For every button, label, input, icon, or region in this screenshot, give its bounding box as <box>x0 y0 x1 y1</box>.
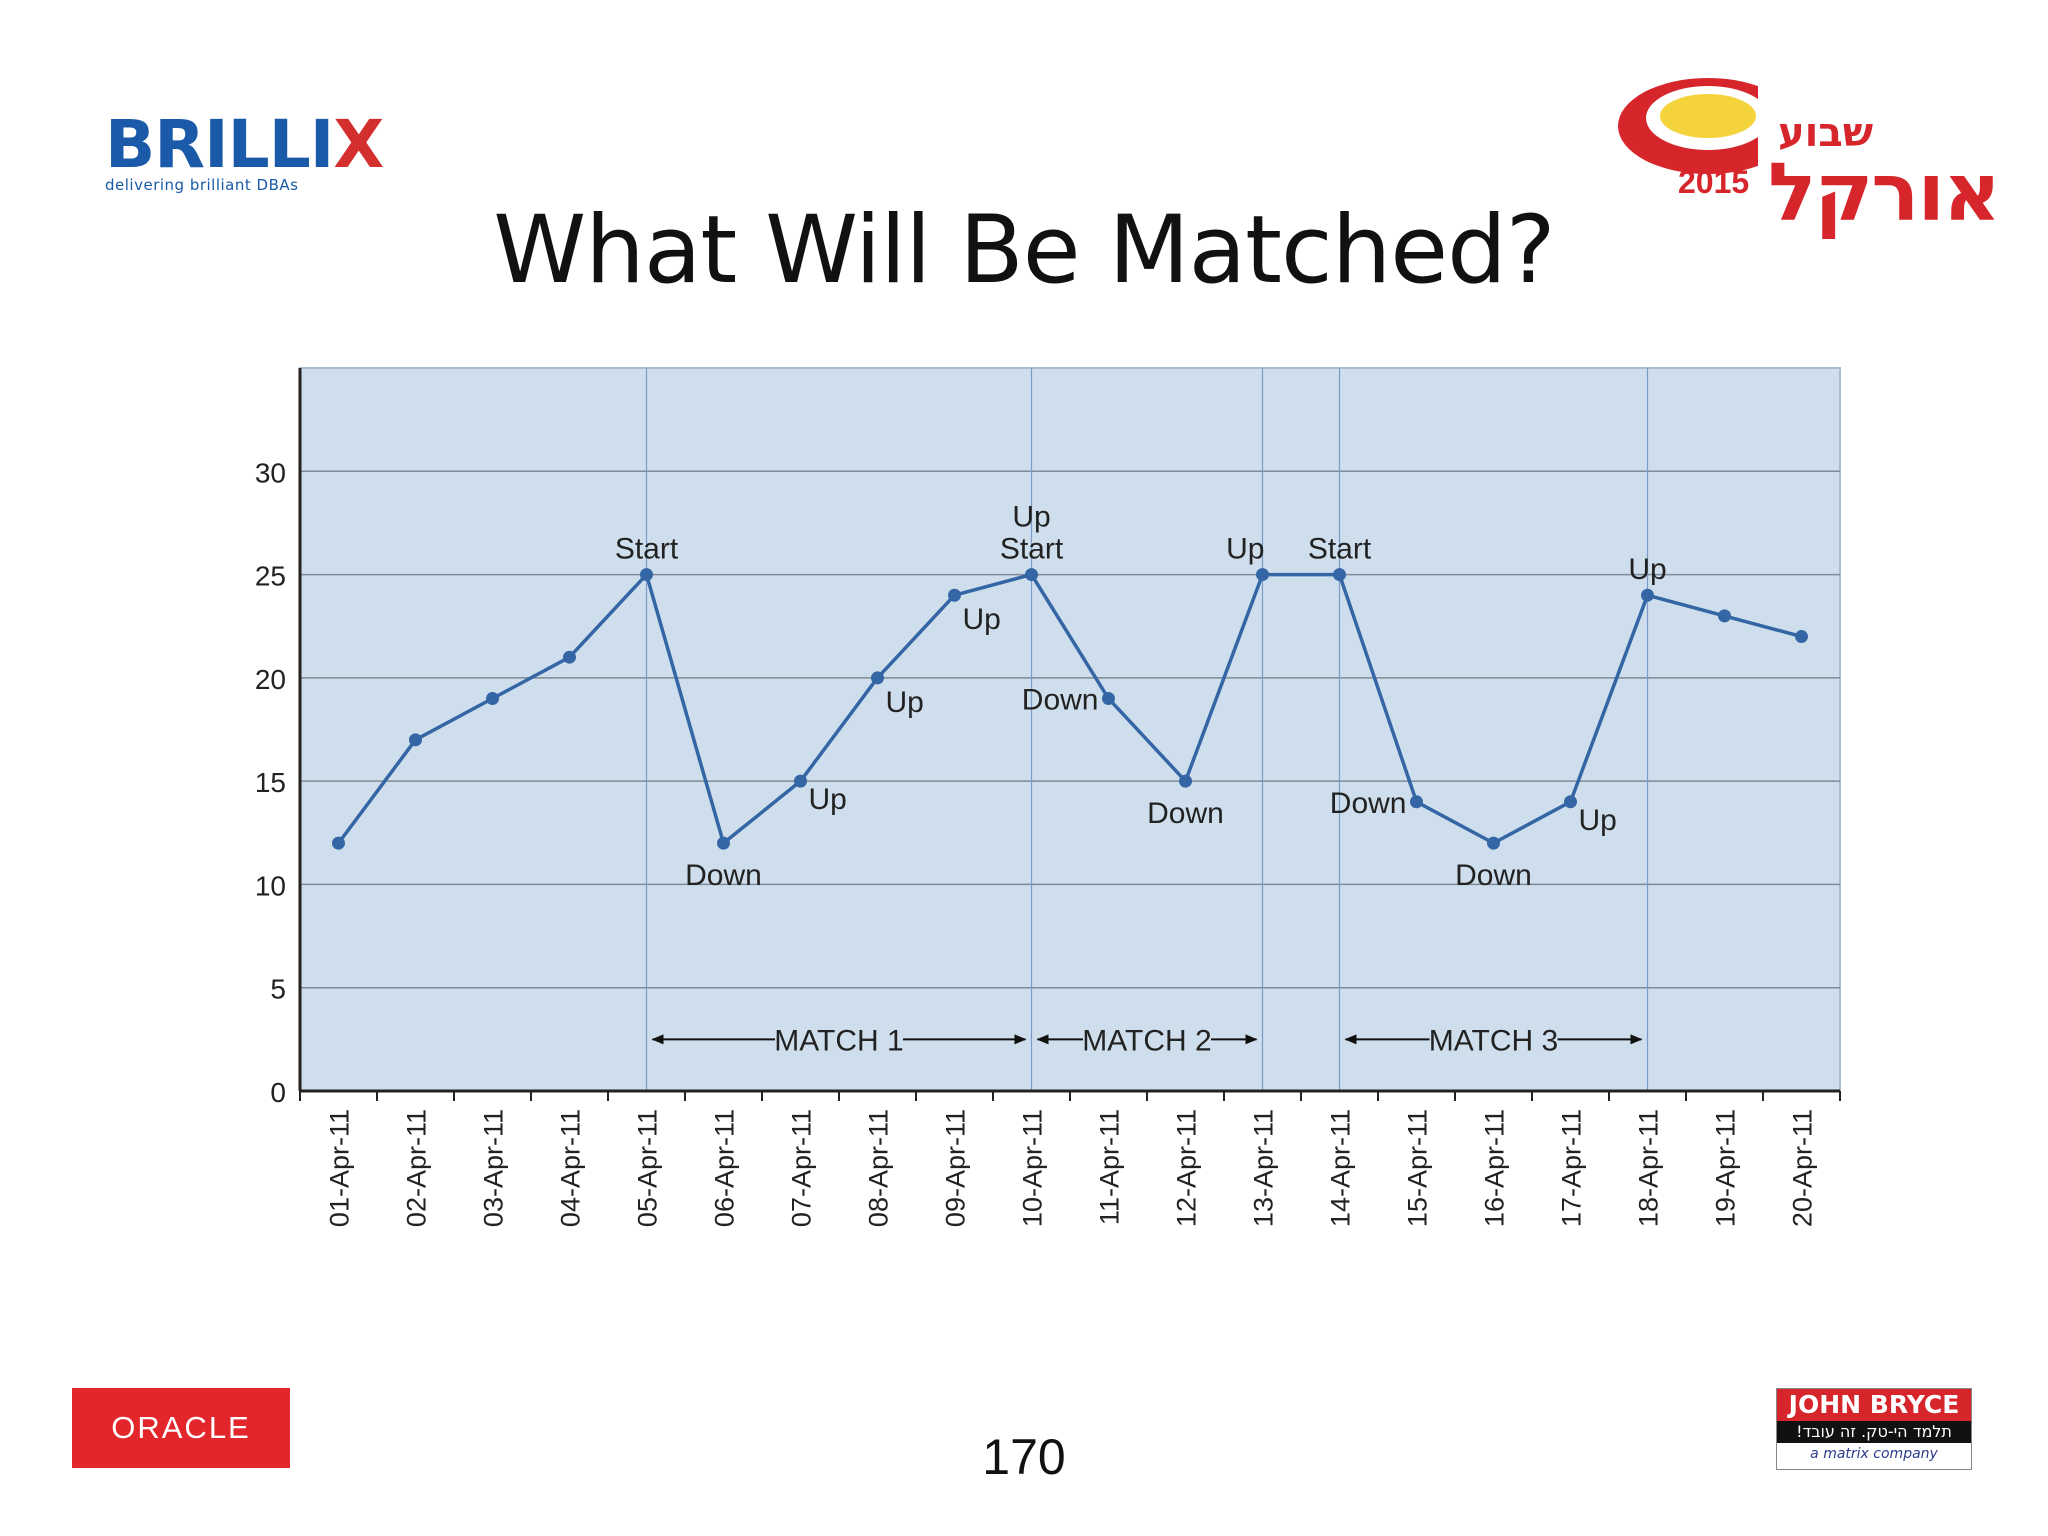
x-tick-label: 11-Apr-11 <box>1095 1109 1125 1225</box>
data-point <box>1333 568 1346 582</box>
point-label: Start <box>1000 533 1064 566</box>
data-point <box>1718 609 1731 623</box>
brillix-tagline: delivering brilliant DBAs <box>105 176 299 194</box>
brillix-wordmark: BRILLIX <box>105 112 425 178</box>
data-point <box>1179 774 1192 788</box>
x-tick-label: 18-Apr-11 <box>1634 1109 1664 1227</box>
y-tick-label: 25 <box>255 561 286 592</box>
point-label: Down <box>1455 859 1532 892</box>
john-bryce-logo: JOHN BRYCE תלמד הי-טק. זה עובד! a matrix… <box>1776 1388 1972 1470</box>
oracle-week-logo: שבוע אורקל 2015 <box>1608 68 2001 239</box>
point-label: Start <box>615 533 679 566</box>
point-label: Up <box>1226 533 1264 566</box>
oracle-week-hebrew-main: אורקל <box>1768 146 2001 239</box>
oracle-week-year: 2015 <box>1678 164 1750 200</box>
x-tick-label: 06-Apr-11 <box>710 1109 740 1227</box>
series-line <box>337 572 1802 845</box>
x-tick-label: 03-Apr-11 <box>479 1109 509 1227</box>
match-label: MATCH 1 <box>774 1024 903 1057</box>
point-label: Start <box>1308 533 1372 566</box>
point-label: Up <box>1012 501 1050 534</box>
oracle-week-ring-icon <box>1618 78 1758 174</box>
oracle-week-hebrew-top: שבוע <box>1778 110 1874 156</box>
y-tick-label: 10 <box>255 870 286 901</box>
point-label: Up <box>1579 804 1617 837</box>
slide-title: What Will Be Matched? <box>493 196 1555 305</box>
data-point <box>1564 795 1577 809</box>
point-label: Up <box>886 686 924 719</box>
y-tick-label: 5 <box>270 974 286 1005</box>
data-point <box>640 568 653 582</box>
brillix-logo: BRILLIX delivering brilliant DBAs <box>105 112 425 195</box>
match-label: MATCH 3 <box>1429 1024 1558 1057</box>
data-point <box>1641 588 1654 602</box>
x-tick-label: 16-Apr-11 <box>1480 1109 1510 1227</box>
data-point <box>1410 795 1423 809</box>
point-label: Down <box>1330 787 1407 820</box>
brillix-name: BRILLI <box>105 106 334 183</box>
y-tick-label: 30 <box>255 457 286 488</box>
data-point <box>1102 692 1115 706</box>
line-chart: 0 5 10 15 20 25 30 01-Apr-11 02-Apr-11 03-Apr-11 0… <box>255 367 1841 1227</box>
x-tick-label: 02-Apr-11 <box>402 1109 432 1227</box>
y-tick-label: 0 <box>270 1077 286 1108</box>
john-bryce-hebrew-tagline: תלמד הי-טק. זה עובד! <box>1777 1421 1971 1443</box>
point-label: Up <box>1628 553 1666 586</box>
y-tick-label: 20 <box>255 664 286 695</box>
data-point <box>486 692 499 706</box>
plot-area <box>299 367 1841 1092</box>
x-tick-label: 12-Apr-11 <box>1172 1109 1202 1227</box>
data-point <box>948 588 961 602</box>
point-label: Up <box>963 603 1001 636</box>
x-tick-label: 05-Apr-11 <box>633 1109 663 1227</box>
x-tick-label: 08-Apr-11 <box>864 1109 894 1227</box>
john-bryce-name: JOHN BRYCE <box>1777 1389 1971 1421</box>
data-point <box>794 774 807 788</box>
point-label: Down <box>1022 684 1099 717</box>
data-point <box>1025 568 1038 582</box>
x-tick-label: 14-Apr-11 <box>1326 1109 1356 1227</box>
point-label: Down <box>1147 797 1224 830</box>
x-tick-label: 07-Apr-11 <box>787 1109 817 1227</box>
brillix-x: X <box>333 106 384 183</box>
data-point <box>717 836 730 850</box>
x-tick-label: 17-Apr-11 <box>1557 1109 1587 1227</box>
oracle-logo: ORACLE <box>72 1388 290 1468</box>
x-tick-label: 20-Apr-11 <box>1788 1109 1818 1227</box>
data-point <box>563 650 576 664</box>
data-point <box>409 733 422 747</box>
data-point <box>1256 568 1269 582</box>
match-label: MATCH 2 <box>1082 1024 1211 1057</box>
point-label: Up <box>809 783 847 816</box>
point-label: Down <box>685 859 762 892</box>
y-tick-label: 15 <box>255 767 286 798</box>
data-point <box>1795 630 1808 644</box>
john-bryce-subtitle: a matrix company <box>1810 1446 1938 1462</box>
x-tick-label: 15-Apr-11 <box>1403 1109 1433 1227</box>
data-point <box>332 836 345 850</box>
data-point <box>871 671 884 685</box>
x-tick-label: 01-Apr-11 <box>325 1109 355 1227</box>
x-tick-label: 10-Apr-11 <box>1018 1109 1048 1227</box>
x-tick-label: 19-Apr-11 <box>1711 1109 1741 1227</box>
x-tick-label: 13-Apr-11 <box>1249 1109 1279 1227</box>
data-point <box>1487 836 1500 850</box>
x-tick-label: 04-Apr-11 <box>556 1109 586 1227</box>
page-number: 170 <box>982 1429 1066 1485</box>
x-tick-label: 09-Apr-11 <box>941 1109 971 1227</box>
